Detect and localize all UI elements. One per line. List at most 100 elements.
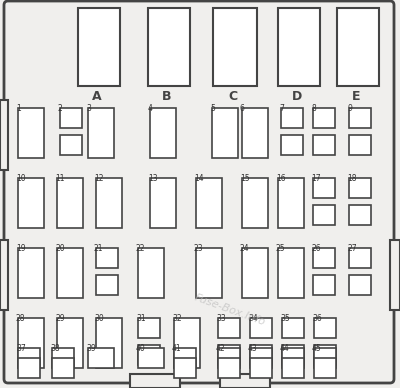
Text: 21: 21 <box>94 244 104 253</box>
Bar <box>138 318 160 338</box>
Bar <box>18 248 44 298</box>
Bar <box>250 345 272 365</box>
Bar <box>96 275 118 295</box>
Text: 26: 26 <box>311 244 321 253</box>
Bar <box>278 178 304 228</box>
Bar <box>213 8 257 86</box>
Text: 36: 36 <box>312 314 322 323</box>
Bar <box>242 178 268 228</box>
Bar <box>218 345 240 365</box>
Bar <box>150 178 176 228</box>
Bar <box>60 108 82 128</box>
Text: 5: 5 <box>210 104 215 113</box>
Bar <box>314 348 336 368</box>
Bar <box>349 135 371 155</box>
Bar <box>57 318 83 368</box>
Bar <box>282 348 304 368</box>
Text: 2: 2 <box>57 104 62 113</box>
Bar <box>349 108 371 128</box>
Bar <box>242 108 268 158</box>
Bar <box>337 8 379 86</box>
Text: 32: 32 <box>172 314 182 323</box>
Bar <box>281 135 303 155</box>
Bar <box>148 8 190 86</box>
Text: 19: 19 <box>16 244 26 253</box>
Text: 45: 45 <box>312 344 322 353</box>
Bar <box>349 275 371 295</box>
Text: 23: 23 <box>194 244 204 253</box>
Text: 25: 25 <box>276 244 286 253</box>
Bar <box>282 318 304 338</box>
FancyBboxPatch shape <box>4 1 394 383</box>
Bar <box>349 205 371 225</box>
Bar <box>138 345 160 365</box>
Bar <box>138 348 164 368</box>
Text: 43: 43 <box>248 344 258 353</box>
Text: 16: 16 <box>276 174 286 183</box>
Bar <box>18 178 44 228</box>
Bar <box>196 248 222 298</box>
Text: 22: 22 <box>136 244 146 253</box>
Text: 20: 20 <box>55 244 65 253</box>
Text: 29: 29 <box>55 314 65 323</box>
Bar <box>349 248 371 268</box>
Bar <box>18 318 44 368</box>
Bar <box>281 108 303 128</box>
Bar <box>174 348 196 368</box>
Text: 7: 7 <box>279 104 284 113</box>
Text: 13: 13 <box>148 174 158 183</box>
Text: 35: 35 <box>280 314 290 323</box>
Text: 24: 24 <box>240 244 250 253</box>
Bar <box>218 348 240 368</box>
Bar <box>282 358 304 378</box>
Bar <box>313 135 335 155</box>
Bar <box>130 374 180 388</box>
Bar <box>349 178 371 198</box>
Text: 9: 9 <box>347 104 352 113</box>
Bar <box>88 108 114 158</box>
Text: E: E <box>352 90 360 103</box>
Text: 34: 34 <box>248 314 258 323</box>
Text: 17: 17 <box>311 174 321 183</box>
Text: D: D <box>292 90 302 103</box>
Bar <box>313 108 335 128</box>
Text: C: C <box>228 90 238 103</box>
Bar <box>18 358 40 378</box>
Bar <box>314 345 336 365</box>
Text: 37: 37 <box>16 344 26 353</box>
Bar <box>57 248 83 298</box>
Bar <box>313 248 335 268</box>
Text: 6: 6 <box>240 104 245 113</box>
Text: 30: 30 <box>94 314 104 323</box>
Bar <box>52 358 74 378</box>
Text: 44: 44 <box>280 344 290 353</box>
Text: 38: 38 <box>50 344 60 353</box>
Bar <box>96 318 122 368</box>
Text: 42: 42 <box>216 344 226 353</box>
Bar <box>220 374 270 388</box>
Bar <box>96 248 118 268</box>
Text: 28: 28 <box>16 314 26 323</box>
Text: 18: 18 <box>347 174 356 183</box>
Text: 39: 39 <box>86 344 96 353</box>
Bar <box>314 318 336 338</box>
Text: 12: 12 <box>94 174 104 183</box>
Bar <box>88 348 114 368</box>
Polygon shape <box>0 100 8 170</box>
Bar <box>78 8 120 86</box>
Bar <box>57 178 83 228</box>
Bar <box>60 135 82 155</box>
Text: A: A <box>92 90 102 103</box>
Text: 33: 33 <box>216 314 226 323</box>
Text: 10: 10 <box>16 174 26 183</box>
Bar <box>242 248 268 298</box>
Polygon shape <box>0 240 8 310</box>
Text: B: B <box>162 90 172 103</box>
Text: 1: 1 <box>16 104 21 113</box>
Bar <box>174 358 196 378</box>
Text: 14: 14 <box>194 174 204 183</box>
Text: 11: 11 <box>55 174 64 183</box>
Bar <box>174 318 200 368</box>
Text: 4: 4 <box>148 104 153 113</box>
Bar <box>196 178 222 228</box>
